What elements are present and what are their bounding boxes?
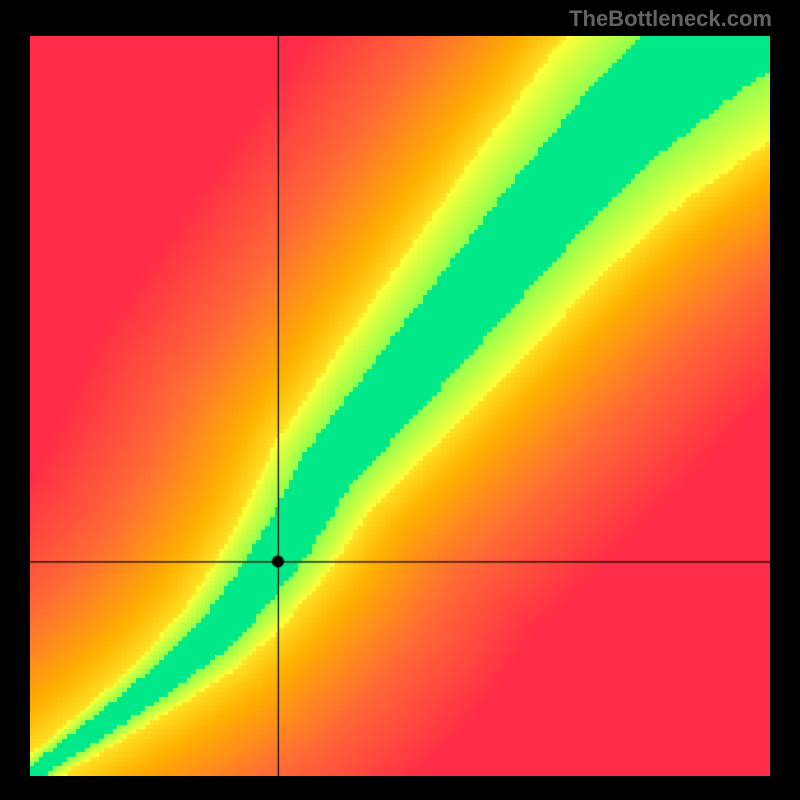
watermark-text: TheBottleneck.com xyxy=(569,6,772,32)
plot-area xyxy=(30,36,770,776)
heatmap-canvas xyxy=(30,36,770,776)
